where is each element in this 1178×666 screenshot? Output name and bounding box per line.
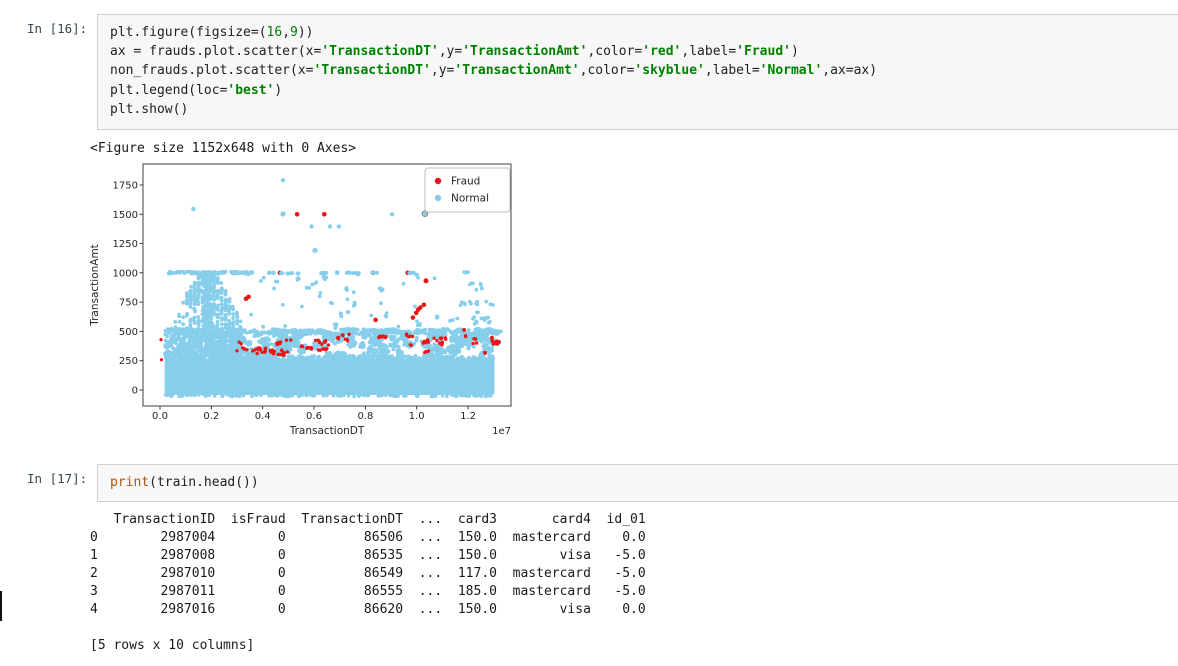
scatter-points [159,178,503,399]
y-tick-label: 1500 [113,210,138,221]
code-line: ax = frauds.plot.scatter(x='TransactionD… [110,44,799,60]
input-prompt-16: In [16]: [27,21,88,36]
y-axis-label: TransactionAmt [89,244,101,327]
y-tick-label: 250 [119,356,138,367]
table-output: TransactionID isFraud TransactionDT ... … [90,512,646,653]
legend-label: Fraud [451,176,480,188]
legend-box [424,167,511,213]
selection-marker [0,591,2,621]
input-prompt-17: In [17]: [27,471,88,486]
x-tick-label: 0.2 [203,411,219,422]
x-axis-label: TransactionDT [289,425,365,437]
legend-item-normal: Normal [434,193,489,205]
y-axis: 0 250 500 750 1000 1250 1500 1750 [113,181,143,397]
code-line: plt.show() [110,101,189,117]
code-input-16[interactable]: plt.figure(figsize=(16,9)) ax = frauds.pl… [110,23,1170,119]
code-line: plt.figure(figsize=(16,9)) [110,25,314,40]
axis-offset-label: 1e7 [492,426,511,437]
code-line: non_frauds.plot.scatter(x='TransactionDT… [110,63,878,79]
legend-label: Normal [451,193,489,205]
y-tick-label: 0 [132,386,138,397]
code-line: print(train.head()) [110,475,259,490]
code-line: plt.legend(loc='best') [110,82,283,98]
plot-frame [142,163,512,407]
y-tick-label: 1750 [113,181,138,192]
y-tick-label: 1250 [113,239,138,250]
y-tick-label: 1000 [113,268,138,279]
x-axis: 0.0 0.2 0.4 0.6 0.8 1.0 1.2 [152,406,476,422]
code-cell-17: print(train.head()) [97,464,1178,502]
legend-item-fraud: Fraud [434,176,480,188]
legend-marker-fraud [434,177,442,185]
y-tick-label: 500 [119,327,138,338]
figure-output: 0.0 0.2 0.4 0.6 0.8 1.0 1.2 0 250 500 750 1000 1250 1… [88,161,518,449]
y-tick-label: 750 [119,298,138,309]
normal-dense-block [164,358,495,395]
x-tick-label: 0.4 [255,411,271,422]
x-tick-label: 0.8 [357,411,373,422]
x-tick-label: 1.2 [460,411,476,422]
x-tick-label: 0.0 [152,411,168,422]
legend: Fraud Normal [424,167,511,213]
code-input-17[interactable]: print(train.head()) [110,473,1170,492]
legend-marker-normal [434,194,442,202]
figure-size-output: <Figure size 1152x648 with 0 Axes> [90,141,357,156]
x-tick-label: 1.0 [409,411,425,422]
x-tick-label: 0.6 [306,411,322,422]
code-cell-16: plt.figure(figsize=(16,9)) ax = frauds.pl… [97,14,1178,130]
scatter-plot: 0.0 0.2 0.4 0.6 0.8 1.0 1.2 0 250 500 750 1000 1250 1… [89,163,512,437]
